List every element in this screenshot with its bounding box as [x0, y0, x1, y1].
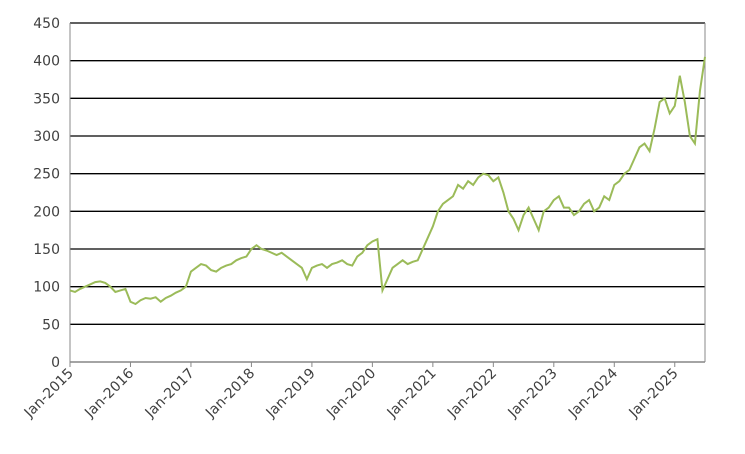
x-tick-label: Jan-2017 [142, 366, 198, 422]
y-tick-label: 250 [33, 167, 60, 183]
x-tick-label: Jan-2020 [323, 366, 379, 422]
x-tick-label: Jan-2021 [384, 366, 440, 422]
line-series [69, 56, 706, 306]
y-tick-label: 50 [42, 317, 60, 333]
x-tick-label: Jan-2018 [202, 366, 258, 422]
x-tick-label: Jan-2025 [626, 366, 682, 422]
x-tick-label: Jan-2019 [263, 366, 319, 422]
y-tick-label: 150 [33, 242, 60, 258]
y-tick-label: 350 [33, 91, 60, 107]
y-tick-label: 200 [33, 204, 60, 220]
y-tick-label: 450 [33, 16, 60, 32]
x-tick-label: Jan-2022 [444, 366, 500, 422]
x-tick-label: Jan-2023 [505, 366, 561, 422]
x-tick-label: Jan-2015 [21, 366, 77, 422]
y-tick-label: 100 [33, 280, 60, 296]
y-tick-label: 0 [51, 355, 60, 371]
y-tick-label: 400 [33, 54, 60, 70]
x-tick-label: Jan-2016 [81, 365, 137, 421]
x-tick-label: Jan-2024 [565, 365, 621, 421]
y-tick-label: 300 [33, 129, 60, 145]
